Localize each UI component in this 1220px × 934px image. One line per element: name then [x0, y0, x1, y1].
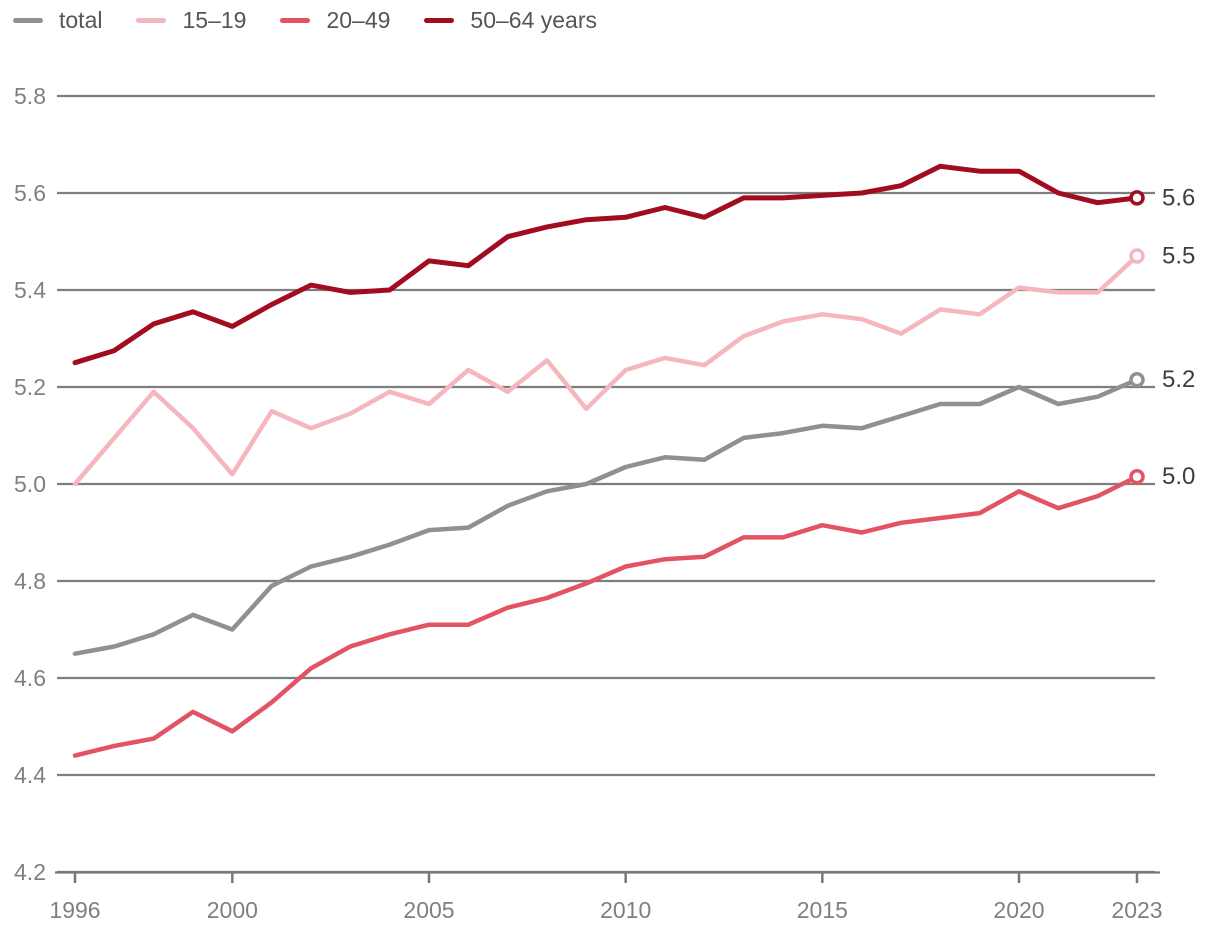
- x-tick-label: 2015: [797, 897, 848, 923]
- x-axis-tick-labels: 1996 2000 2005 2010 2015 2020 2023: [49, 897, 1162, 923]
- legend-item-15-19: 15–19: [136, 7, 246, 34]
- y-tick-label: 5.0: [14, 471, 46, 497]
- y-tick-label: 4.8: [14, 568, 46, 594]
- x-tick-label: 2005: [403, 897, 454, 923]
- legend-item-20-49: 20–49: [280, 7, 390, 34]
- gridlines: [57, 94, 1155, 874]
- x-tick-label: 2010: [600, 897, 651, 923]
- legend-swatch-15-19: [136, 17, 167, 23]
- legend-label-20-49: 20–49: [326, 6, 391, 33]
- series-endpoints: [1129, 190, 1145, 485]
- legend-swatch-20-49: [280, 17, 311, 23]
- series-lines: [72, 163, 1140, 758]
- series-endpoint-total: [1129, 371, 1145, 388]
- series-end-label-50-64: 5.6: [1162, 184, 1195, 211]
- y-tick-label: 5.8: [14, 83, 46, 109]
- legend: total 15–19 20–49 50–64 years: [13, 4, 631, 36]
- series-endpoint-20-49: [1129, 468, 1145, 485]
- series-line-15-19: [72, 253, 1140, 487]
- y-tick-label: 5.4: [14, 277, 46, 303]
- series-line-50-64: [72, 163, 1140, 366]
- series-endpoint-50-64: [1129, 190, 1145, 206]
- legend-label-15-19: 15–19: [182, 6, 247, 33]
- x-tick-label: 2023: [1111, 897, 1162, 923]
- legend-item-50-64: 50–64 years: [424, 7, 597, 34]
- x-tick-label: 2000: [207, 897, 258, 923]
- y-tick-label: 5.2: [14, 374, 46, 400]
- series-line-total: [72, 377, 1140, 656]
- legend-item-total: total: [13, 7, 102, 34]
- series-end-label-total: 5.2: [1162, 366, 1195, 393]
- series-end-label-15-19: 5.5: [1162, 243, 1195, 270]
- legend-label-total: total: [59, 6, 103, 33]
- x-tick-label: 2020: [993, 897, 1044, 923]
- y-tick-label: 5.6: [14, 180, 46, 206]
- y-tick-label: 4.2: [14, 859, 46, 885]
- x-tick-label: 1996: [49, 897, 100, 923]
- series-endpoint-15-19: [1129, 248, 1145, 264]
- y-tick-label: 4.6: [14, 665, 46, 691]
- y-tick-label: 4.4: [14, 762, 46, 788]
- series-end-label-20-49: 5.0: [1162, 463, 1195, 490]
- legend-swatch-50-64: [424, 17, 455, 23]
- series-line-20-49: [72, 474, 1140, 758]
- series-end-value-labels: 5.2 5.5 5.0 5.6: [1162, 184, 1195, 490]
- legend-label-50-64: 50–64 years: [470, 6, 598, 33]
- y-axis-tick-labels: 5.8 5.6 5.4 5.2 5.0 4.8 4.6 4.4 4.2: [14, 83, 46, 885]
- legend-swatch-total: [13, 17, 43, 23]
- x-axis: [55, 871, 1160, 883]
